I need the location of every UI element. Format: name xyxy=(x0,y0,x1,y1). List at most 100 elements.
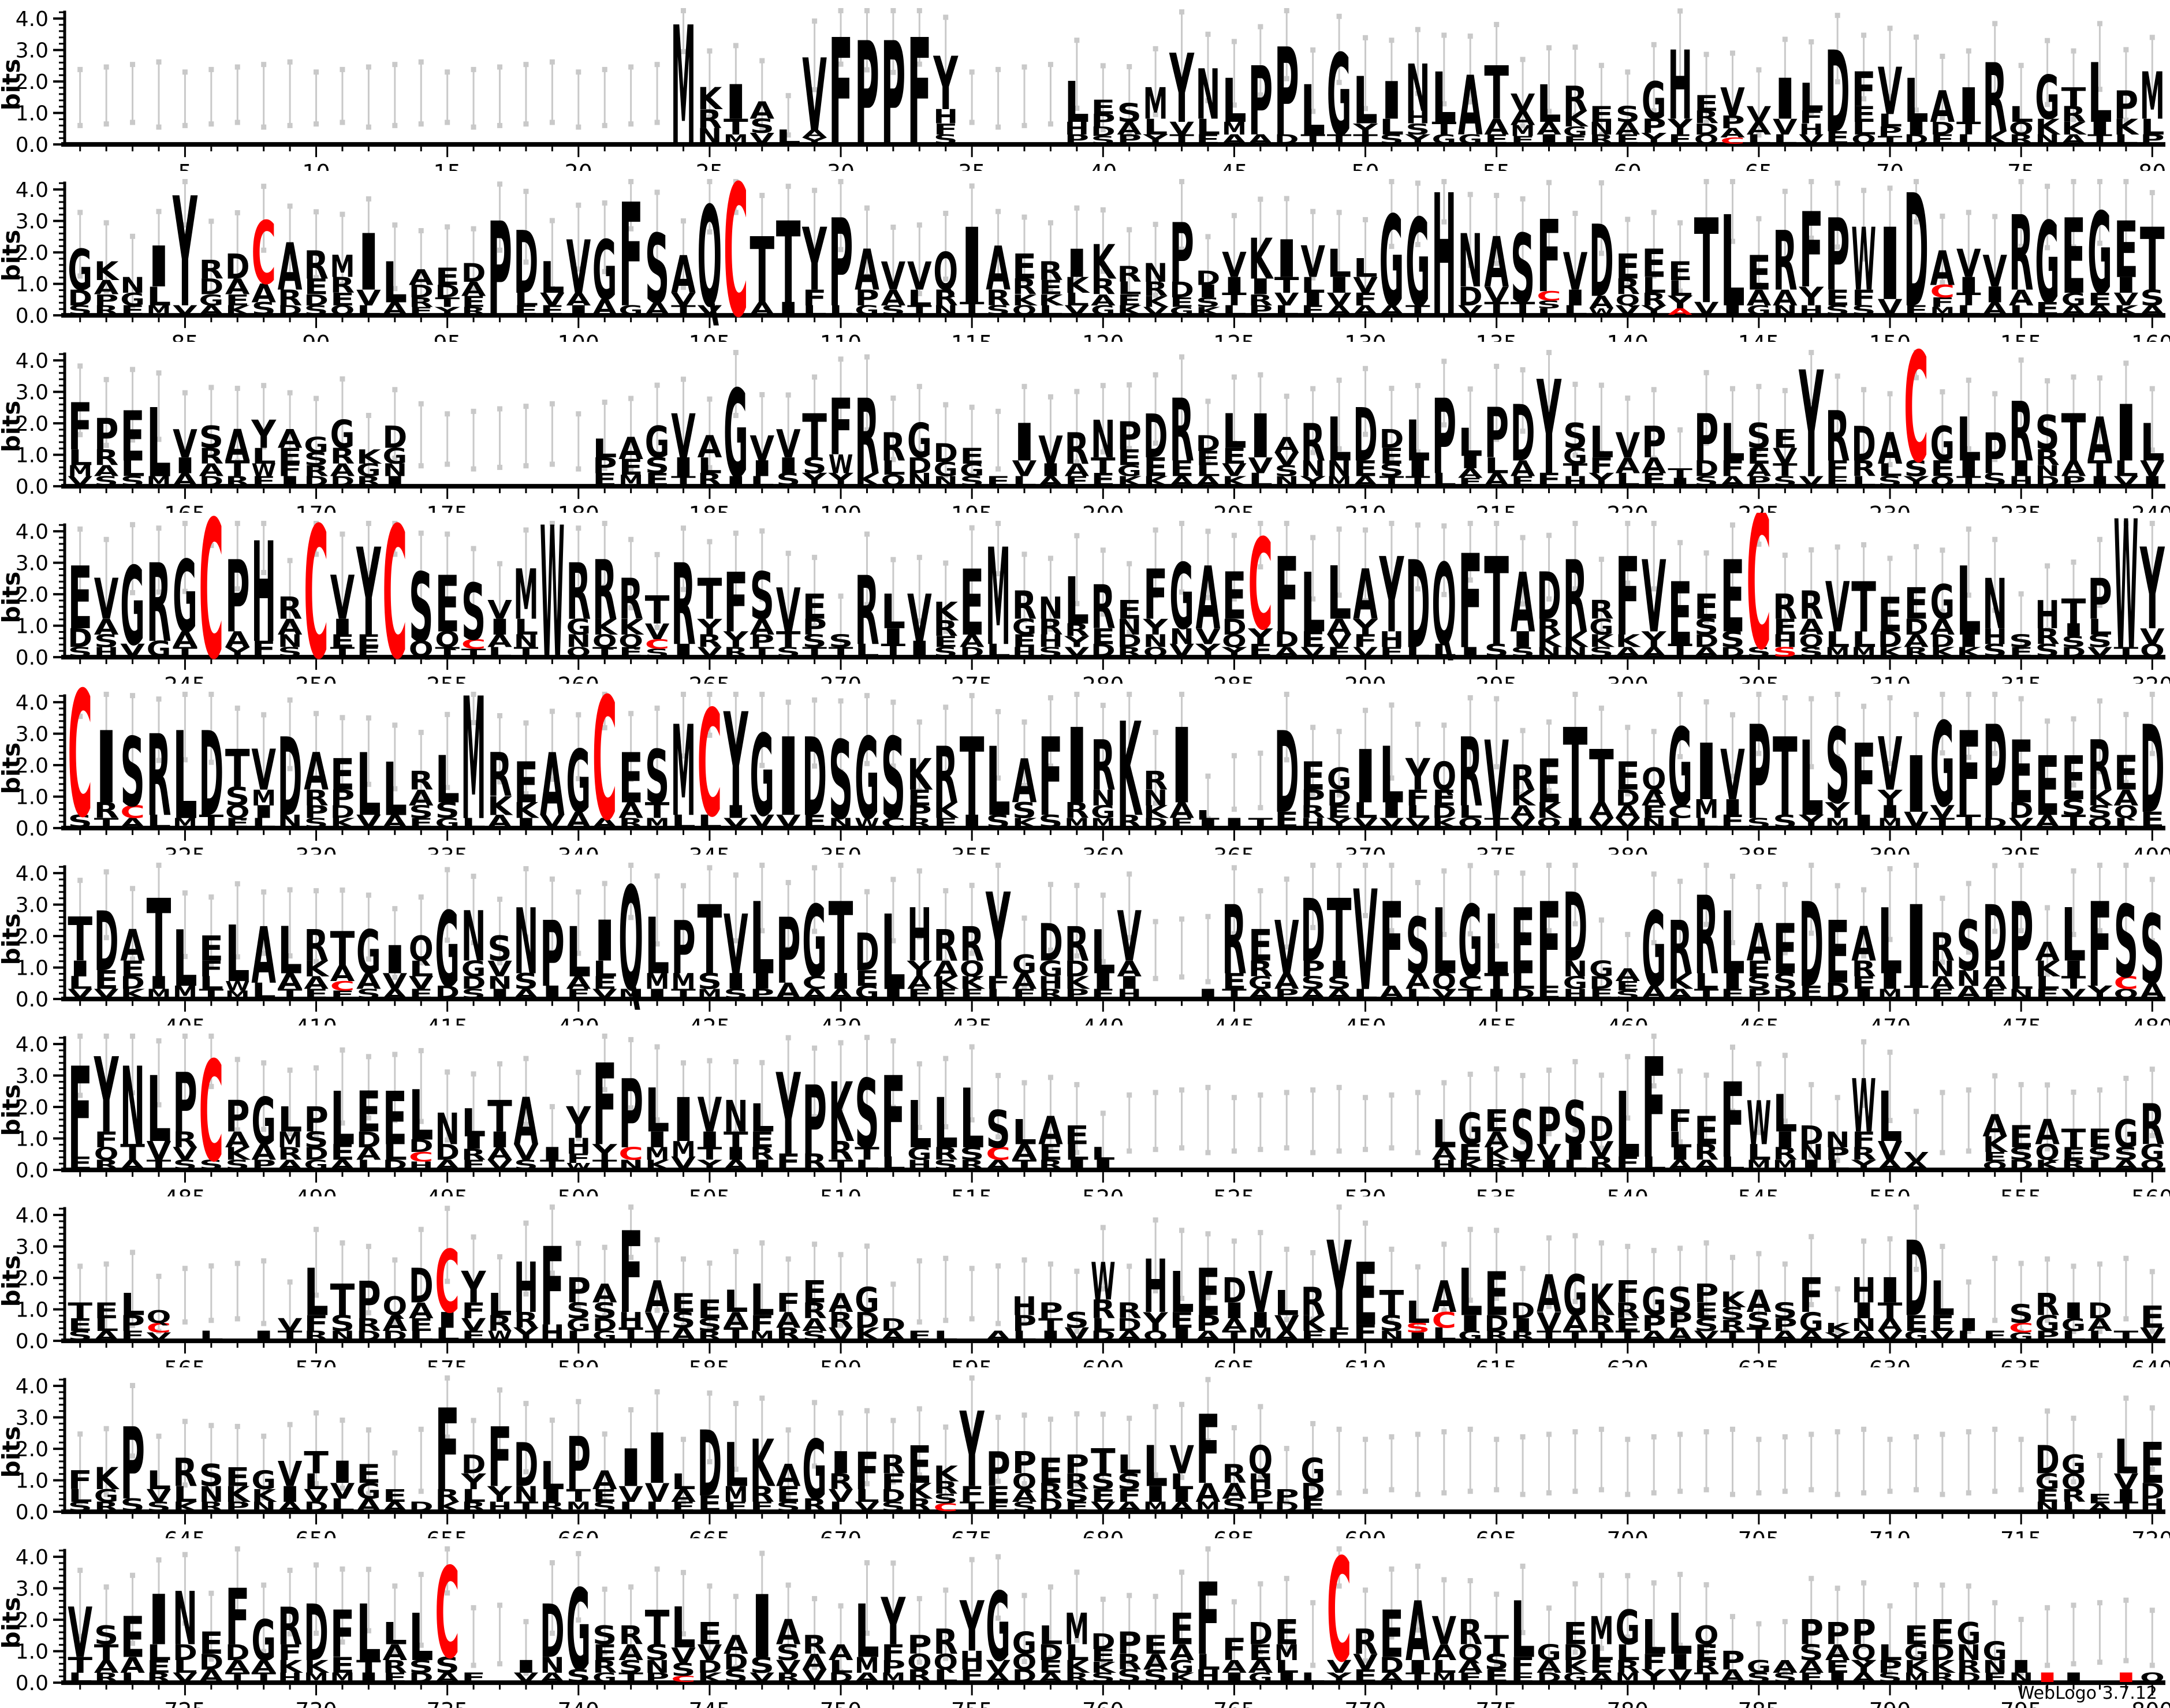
error-bar-cap xyxy=(418,729,424,735)
logo-letter: S xyxy=(173,1157,197,1172)
logo-letter: V xyxy=(2009,815,2034,830)
logo-letter: P xyxy=(225,539,250,655)
logo-letter: E xyxy=(514,751,539,816)
x-tick-label: 65 xyxy=(1745,160,1773,171)
error-bar-cap xyxy=(1415,879,1420,885)
logo-letter: L xyxy=(671,1469,696,1494)
error-bar-cap xyxy=(471,466,476,472)
logo-letter: P xyxy=(750,986,774,1001)
logo-letter: F xyxy=(592,1041,617,1171)
x-tick-label: 155 xyxy=(2000,331,2042,342)
logo-letter: E xyxy=(645,470,670,490)
logo-letter: K xyxy=(2061,119,2087,139)
error-bar-cap xyxy=(1887,25,1893,31)
logo-letter: L xyxy=(1379,731,1404,821)
logo-letter: I xyxy=(1720,303,1745,318)
logo-letter: D xyxy=(461,1449,486,1480)
logo-letter: A xyxy=(986,1157,1011,1172)
logo-letter: E xyxy=(2061,743,2086,814)
error-bar-cap xyxy=(943,770,949,776)
logo-letter: F xyxy=(618,174,643,340)
error-bar-cap xyxy=(1231,532,1237,538)
logo-letter: V xyxy=(1904,807,1929,833)
y-tick-label: 2.0 xyxy=(16,1267,49,1291)
logo-letter: E xyxy=(1169,815,1194,830)
error-bar-cap xyxy=(208,218,214,224)
logo-letter: L xyxy=(2061,1328,2086,1343)
logo-letter: T xyxy=(698,567,722,632)
error-bar-cap xyxy=(1940,213,1945,219)
error-bar-cap xyxy=(182,588,188,594)
logo-letter: A xyxy=(225,274,250,300)
error-bar-cap xyxy=(1729,712,1735,718)
logo-letter: S xyxy=(120,1496,145,1516)
error-bar-cap xyxy=(1336,927,1342,933)
logo-letter: I xyxy=(330,1456,355,1490)
logo-letter: L xyxy=(960,1072,985,1167)
logo-letter: L xyxy=(881,457,906,479)
error-bar-cap xyxy=(471,1418,476,1423)
logo-letter: E xyxy=(330,1140,355,1165)
error-bar-cap xyxy=(602,520,607,526)
logo-letter: A xyxy=(1930,614,1955,640)
error-bar-cap xyxy=(234,520,240,526)
logo-letter: R xyxy=(487,1311,512,1336)
logo-letter: E xyxy=(2114,747,2139,801)
error-bar-cap xyxy=(1021,122,1027,128)
error-bar-cap xyxy=(1100,449,1106,455)
error-bar-cap xyxy=(1992,536,1998,542)
error-bar-cap xyxy=(2018,1261,2024,1266)
logo-letter: G xyxy=(251,1084,276,1159)
logo-letter: N xyxy=(514,632,539,652)
logo-letter: M xyxy=(1327,473,1352,488)
logo-letter: F xyxy=(1353,290,1378,310)
logo-letter: L xyxy=(829,1499,853,1514)
logo-letter: R xyxy=(933,285,958,311)
error-bar-cap xyxy=(2149,1269,2155,1274)
logo-letter: N xyxy=(1091,411,1116,470)
error-bar-cap xyxy=(314,888,319,894)
error-bar-cap xyxy=(680,49,686,54)
logo-letter: F xyxy=(487,1411,512,1506)
logo-letter: P xyxy=(802,1066,827,1176)
error-bar-cap xyxy=(1336,1264,1342,1270)
error-bar-cap xyxy=(77,273,83,279)
logo-letter: S xyxy=(461,986,486,1001)
logo-letter: I xyxy=(94,710,119,826)
x-tick-label: 430 xyxy=(820,1015,862,1025)
error-bar-cap xyxy=(785,550,791,556)
error-bar-cap xyxy=(1336,273,1342,279)
error-bar-cap xyxy=(287,621,293,627)
logo-letter: F xyxy=(1956,707,1981,842)
logo-letter: A xyxy=(1196,549,1221,649)
error-bar-cap xyxy=(2097,698,2102,704)
logo-letter: G xyxy=(1930,698,1955,833)
logo-letter: S xyxy=(120,718,145,828)
x-tick-label: 595 xyxy=(951,1356,993,1367)
logo-letter: A xyxy=(120,1157,145,1172)
error-bar-cap xyxy=(523,934,529,940)
error-bar-cap xyxy=(261,444,267,450)
error-bar-cap xyxy=(418,228,424,233)
logo-letter: P xyxy=(2035,1328,2060,1343)
logo-letter: L xyxy=(907,285,932,311)
logo-letter: I xyxy=(1878,1271,1903,1311)
error-bar-cap xyxy=(864,1481,870,1487)
error-bar-cap xyxy=(1861,387,1867,393)
logo-letter: M xyxy=(618,472,643,489)
error-bar-cap xyxy=(1047,1145,1053,1151)
error-bar-cap xyxy=(1782,1261,1788,1267)
error-bar-cap xyxy=(523,463,529,469)
logo-letter: S xyxy=(671,1307,696,1333)
error-bar-cap xyxy=(208,963,214,968)
logo-letter: V xyxy=(2140,456,2165,482)
logo-letter: V xyxy=(147,1486,171,1506)
logo-letter: E xyxy=(1117,291,1142,308)
logo-letter: V xyxy=(1431,986,1456,1001)
logo-letter: L xyxy=(907,1088,932,1163)
error-bar-cap xyxy=(1441,722,1447,728)
x-tick-label: 120 xyxy=(1082,331,1124,342)
logo-letter: D xyxy=(225,247,250,288)
error-bar-cap xyxy=(471,546,476,551)
logo-letter: K xyxy=(2035,956,2061,982)
